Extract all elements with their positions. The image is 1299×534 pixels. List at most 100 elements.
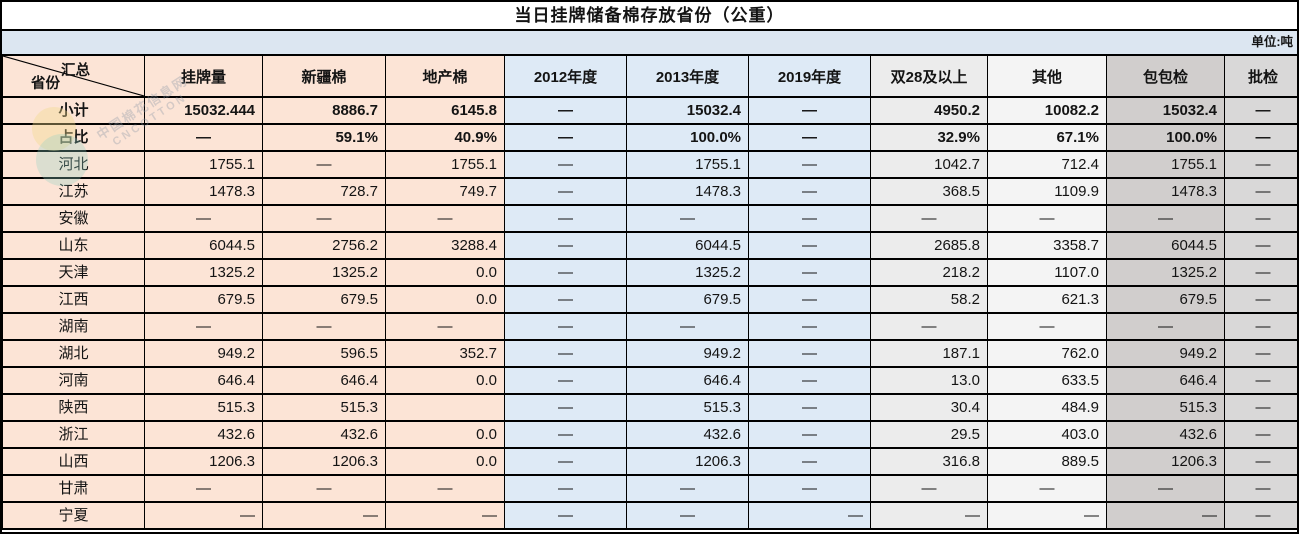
value-cell: 889.5 [987,447,1107,476]
value-cell: 679.5 [1106,285,1225,314]
value-cell: 58.2 [870,285,988,314]
province-cell: 安徽 [2,204,145,233]
table-row: 湖北 949.2 596.5 352.7—949.2—187.1 762.0 949.2— [2,339,1297,368]
value-cell: 10082.2 [987,96,1107,125]
value-cell: 0.0 [385,285,505,314]
value-cell: — [748,177,871,206]
value-cell: 6145.8 [385,96,505,125]
value-cell: 1325.2 [262,258,386,287]
value-cell: 1755.1 [144,150,263,179]
value-cell: — [385,501,505,530]
value-cell: — [504,474,627,503]
value-cell: 432.6 [626,420,749,449]
province-cell: 宁夏 [2,501,145,530]
value-cell: 2756.2 [262,231,386,260]
value-cell: — [504,258,627,287]
corner-header: 汇总 省份 [2,54,145,98]
value-cell: — [504,420,627,449]
value-cell: 1755.1 [1106,150,1225,179]
report-title: 当日挂牌储备棉存放省份（公重） [2,2,1297,31]
value-cell: 1206.3 [626,447,749,476]
column-header-10: 批检 [1224,54,1297,98]
diagonal-line [3,56,144,96]
value-cell: 368.5 [870,177,988,206]
value-cell: 1109.9 [987,177,1107,206]
province-cell: 山西 [2,447,145,476]
table-row: 河南 646.4 646.4 0.0—646.4—13.0 633.5 646.4— [2,366,1297,395]
value-cell: — [262,312,386,341]
value-cell: — [504,96,627,125]
value-cell: — [385,204,505,233]
value-cell: — [748,474,871,503]
value-cell: 100.0% [626,123,749,152]
value-cell: 949.2 [144,339,263,368]
value-cell: 1478.3 [626,177,749,206]
value-cell: 762.0 [987,339,1107,368]
province-cell: 江西 [2,285,145,314]
value-cell: — [262,474,386,503]
value-cell: 100.0% [1106,123,1225,152]
column-header-8: 其他 [987,54,1107,98]
value-cell: 316.8 [870,447,988,476]
value-cell: — [504,285,627,314]
value-cell: 1478.3 [1106,177,1225,206]
value-cell: — [1106,204,1225,233]
column-header-2: 新疆棉 [262,54,386,98]
value-cell: — [987,204,1107,233]
value-cell: — [504,447,627,476]
corner-label-province: 省份 [31,76,60,92]
value-cell: — [144,501,263,530]
value-cell: 515.3 [144,393,263,422]
header-row: 汇总 省份 挂牌量 新疆棉 地产棉 2012年度 2013年度 2019年度 双28及以上其… [2,54,1297,98]
value-cell: 633.5 [987,366,1107,395]
value-cell: — [504,204,627,233]
value-cell: — [1224,285,1297,314]
value-cell: — [1106,312,1225,341]
value-cell: — [385,312,505,341]
value-cell: — [262,204,386,233]
value-cell: — [1224,204,1297,233]
value-cell: 1755.1 [626,150,749,179]
table-row: 浙江 432.6 432.6 0.0—432.6—29.5 403.0 432.6— [2,420,1297,449]
value-cell: — [1224,123,1297,152]
column-header-9: 包包检 [1106,54,1225,98]
value-cell: 0.0 [385,420,505,449]
value-cell: 646.4 [626,366,749,395]
value-cell: 949.2 [1106,339,1225,368]
value-cell: 1206.3 [144,447,263,476]
value-cell: — [870,474,988,503]
table-row: 小计 15032.444 8886.7 6145.8—15032.4—4950.2 10… [2,96,1297,125]
value-cell: — [144,474,263,503]
value-cell: — [626,312,749,341]
column-header-7: 双28及以上 [870,54,988,98]
value-cell: 13.0 [870,366,988,395]
value-cell: 515.3 [626,393,749,422]
table-row: 山西 1206.3 1206.3 0.0—1206.3—316.8 889.5 1206.… [2,447,1297,476]
value-cell: 679.5 [626,285,749,314]
value-cell: 0.0 [385,447,505,476]
value-cell: 515.3 [1106,393,1225,422]
value-cell: 8886.7 [262,96,386,125]
value-cell: — [748,420,871,449]
value-cell: — [870,501,988,530]
table-row: 陕西 515.3 515.3—515.3—30.4 484.9 515.3— [2,393,1297,422]
value-cell: — [504,366,627,395]
value-cell: — [748,366,871,395]
unit-label: 单位:吨 [2,31,1297,54]
table-row: 江苏 1478.3 728.7 749.7—1478.3—368.5 1109.9 147… [2,177,1297,206]
value-cell: 0.0 [385,366,505,395]
value-cell: 515.3 [262,393,386,422]
table-row: 占比 —59.1% 40.9% —100.0% —32.9% 67.1% 100.0% — [2,123,1297,152]
value-cell: 29.5 [870,420,988,449]
value-cell: — [748,123,871,152]
value-cell: 679.5 [262,285,386,314]
value-cell: — [1224,177,1297,206]
value-cell: 30.4 [870,393,988,422]
value-cell: — [748,96,871,125]
value-cell: — [144,123,263,152]
value-cell: — [987,312,1107,341]
table-row: 山东 6044.5 2756.2 3288.4—6044.5—2685.8 3358.7… [2,231,1297,260]
value-cell: — [748,258,871,287]
value-cell: 1042.7 [870,150,988,179]
value-cell: 1325.2 [626,258,749,287]
